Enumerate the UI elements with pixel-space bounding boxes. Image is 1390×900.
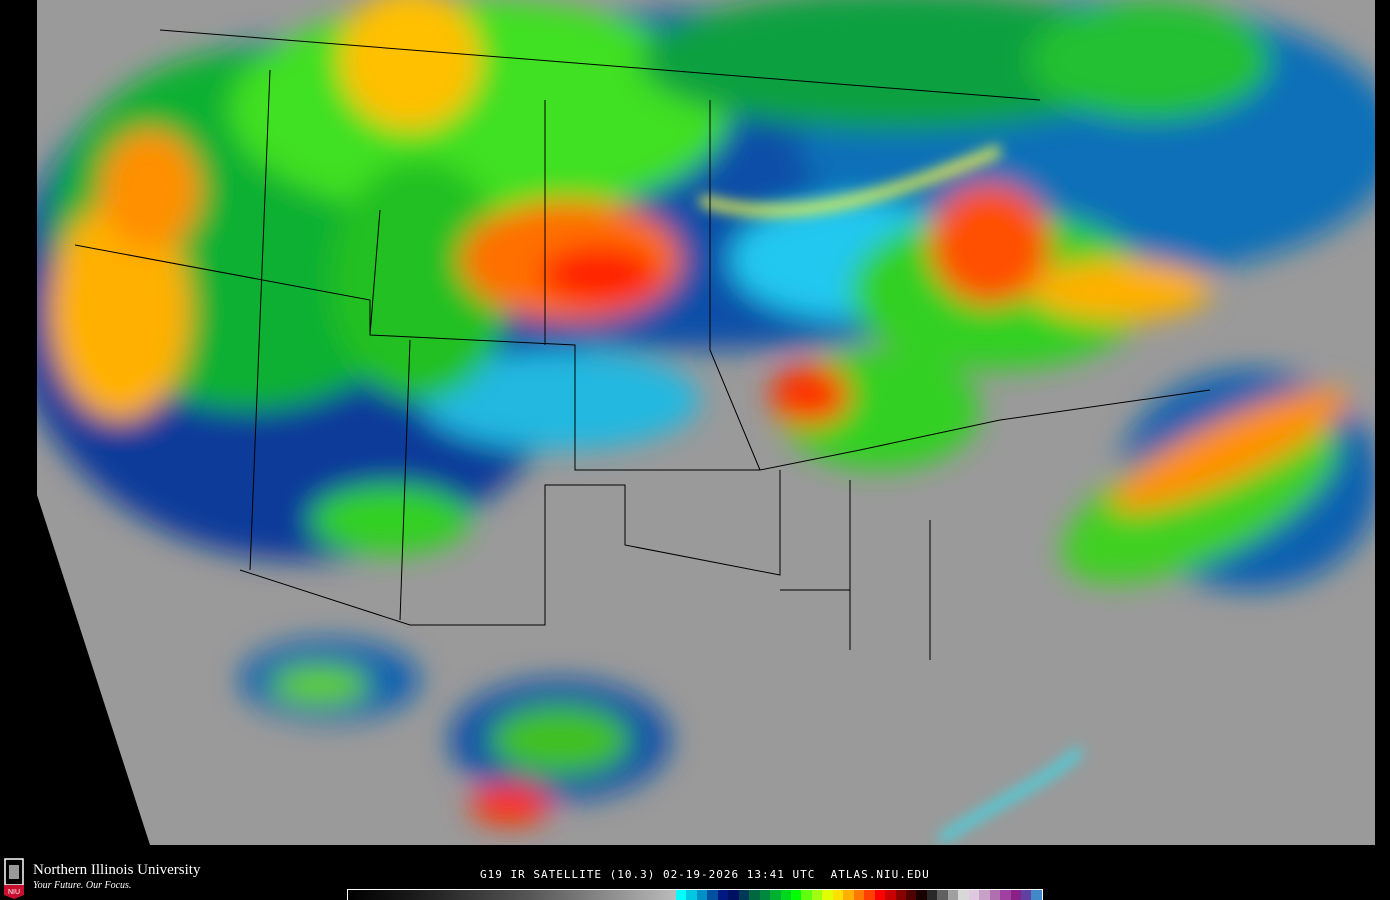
colorbar-swatch [864,890,875,900]
colorbar-swatch [717,890,729,900]
cloud-streaks [698,145,1083,844]
colorbar-swatch [843,890,854,900]
colorbar-swatch [989,890,1001,900]
colorbar-swatch [801,890,812,900]
colorbar-swatch [937,890,948,900]
colorbar-swatch [728,890,739,900]
colorbar-gray-segment [348,890,676,900]
colorbar-swatch [885,890,896,900]
colorbar-swatch [1031,890,1042,900]
colorbar-swatch [749,890,760,900]
colorbar-swatch [958,890,969,900]
colorbar-swatch [707,890,718,900]
svg-text:NIU: NIU [8,889,20,896]
temperature-colorbar [347,889,1043,900]
university-tagline: Your Future. Our Focus. [33,880,132,891]
colorbar-swatch [696,890,708,900]
colorbar-swatch [853,890,865,900]
colorbar-swatch [832,890,844,900]
colorbar-swatch [790,890,802,900]
colorbar-swatch [979,890,990,900]
colorbar-swatch [1000,890,1011,900]
colorbar-swatch [1020,890,1032,900]
colorbar-swatch [968,890,980,900]
colorbar-swatch [738,890,750,900]
colorbar-swatch [822,890,833,900]
colorbar-swatch [926,890,938,900]
product-caption: G19 IR SATELLITE (10.3) 02-19-2026 13:41… [480,868,930,881]
colorbar-swatch [811,890,823,900]
niu-logo: NIU [4,858,24,899]
colorbar-swatch [874,890,886,900]
colorbar-swatch [916,890,927,900]
colorbar-swatch [676,890,687,900]
satellite-map [37,0,1375,845]
colorbar-swatch [905,890,917,900]
university-name: Northern Illinois University [33,862,201,878]
colorbar-swatch [770,890,781,900]
colorbar-swatch [895,890,906,900]
colorbar-swatch [686,890,697,900]
colorbar-swatch [780,890,791,900]
colorbar-swatch [947,890,959,900]
colorbar-swatch [759,890,771,900]
colorbar-swatch [1010,890,1021,900]
state-borders [74,29,1211,660]
